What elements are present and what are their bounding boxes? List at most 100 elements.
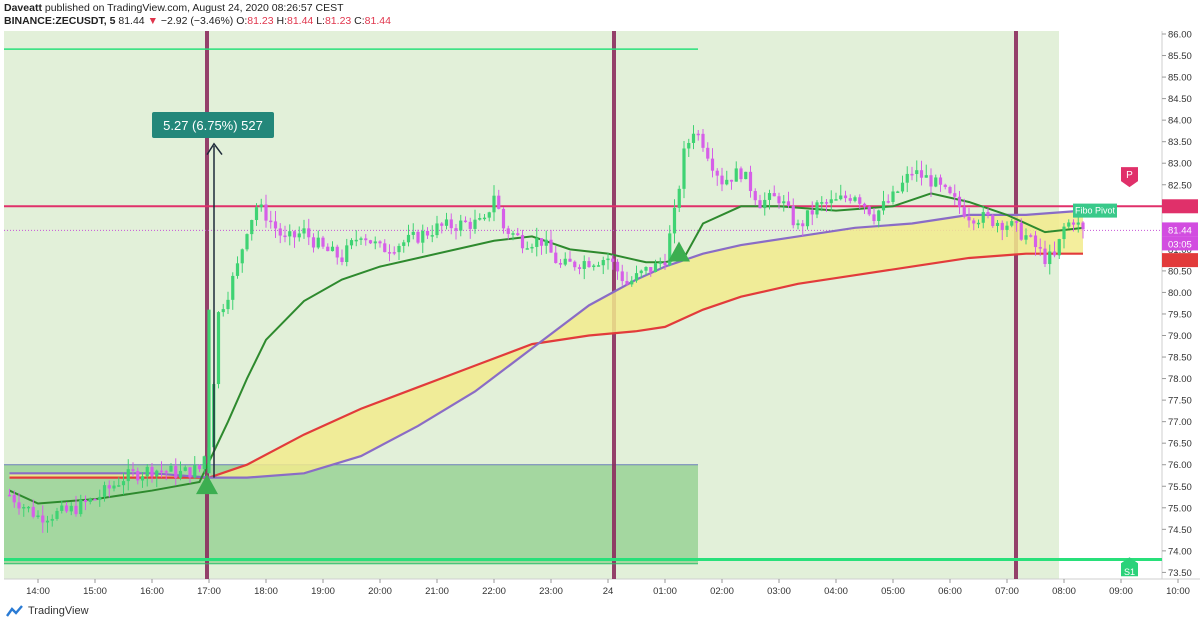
y-tick-label: 79.50 <box>1168 309 1192 320</box>
price-chart[interactable]: 5.27 (6.75%) 527 P Fibo Pivot S1 73.50 74.00 7… <box>0 28 1200 603</box>
candle <box>169 465 173 472</box>
candle <box>487 212 491 218</box>
candle <box>748 171 753 192</box>
candle <box>682 148 686 189</box>
candle <box>136 471 140 481</box>
x-tick-label: 01:00 <box>653 586 677 597</box>
candle <box>824 202 829 204</box>
candle <box>919 170 924 178</box>
position-box <box>4 464 698 564</box>
candle <box>311 237 316 248</box>
candle <box>796 223 800 226</box>
x-tick-label: 07:00 <box>995 586 1019 597</box>
candle <box>967 216 971 221</box>
y-tick-label: 78.50 <box>1168 353 1192 364</box>
candle <box>905 173 909 183</box>
last-price-tag-label: 81.44 <box>1168 225 1192 236</box>
candle <box>74 505 78 515</box>
candle <box>900 182 905 192</box>
y-tick-label: 84.00 <box>1168 116 1192 127</box>
ema-cloud <box>9 210 1083 478</box>
candle <box>582 261 586 269</box>
candle <box>938 177 943 185</box>
candle <box>805 210 810 227</box>
candle <box>1024 235 1028 240</box>
candle <box>416 231 420 243</box>
x-tick-label: 15:00 <box>83 586 107 597</box>
candle <box>644 267 648 271</box>
candle <box>55 510 59 519</box>
candle <box>606 258 610 261</box>
y-tick-label: 85.50 <box>1168 51 1192 62</box>
candle <box>307 228 311 238</box>
candle <box>848 198 852 201</box>
y-tick-label: 83.00 <box>1168 159 1192 170</box>
candle <box>568 258 572 262</box>
candle <box>473 219 477 229</box>
candle <box>326 246 330 252</box>
candle <box>354 239 358 242</box>
candle <box>1071 222 1076 225</box>
candle <box>810 210 814 215</box>
candle <box>634 273 639 281</box>
candle <box>639 270 643 274</box>
candle <box>872 214 876 222</box>
y-tick-label: 83.50 <box>1168 137 1192 148</box>
candle <box>278 228 282 236</box>
candle <box>145 466 149 477</box>
measure-arrowhead-icon <box>206 142 223 156</box>
y-tick-label: 80.00 <box>1168 288 1192 299</box>
candle <box>421 230 425 243</box>
buy-signal-icon <box>196 474 218 495</box>
author: Daveatt <box>4 2 42 14</box>
last-price: 81.44 <box>118 15 145 27</box>
candle <box>430 235 434 237</box>
candle <box>397 245 401 253</box>
candle <box>577 267 582 269</box>
candle <box>706 147 710 159</box>
candle <box>292 231 297 238</box>
candle <box>596 265 601 267</box>
candle <box>7 494 12 497</box>
candle <box>178 470 183 478</box>
candle <box>26 506 31 509</box>
candle <box>516 233 520 236</box>
candle <box>197 465 202 470</box>
candle <box>677 188 681 208</box>
candle <box>1029 235 1033 237</box>
candle <box>335 246 339 258</box>
x-tick-label: 20:00 <box>368 586 392 597</box>
candle <box>687 142 691 149</box>
pivot-price-tag <box>1162 199 1198 214</box>
x-tick-label: 24 <box>603 586 614 597</box>
candle <box>801 223 805 227</box>
candle <box>264 204 268 221</box>
candle <box>720 175 724 185</box>
candle <box>93 499 97 501</box>
candle <box>729 179 734 182</box>
candle <box>1057 239 1061 256</box>
candle <box>915 170 919 175</box>
candle <box>364 238 368 241</box>
candle <box>696 133 700 136</box>
candle <box>710 158 715 171</box>
candle <box>535 238 539 247</box>
candle <box>630 280 634 285</box>
o-value: 81.23 <box>247 15 274 27</box>
y-tick-label: 76.00 <box>1168 460 1192 471</box>
candle <box>273 221 278 229</box>
candle <box>64 505 69 512</box>
down-arrow-icon: ▼ <box>147 15 158 27</box>
x-tick-label: 03:00 <box>767 586 791 597</box>
candle <box>539 238 544 246</box>
ema-price-tag <box>1162 253 1198 268</box>
candle <box>1014 221 1019 223</box>
measure-label: 5.27 (6.75%) 527 <box>163 118 263 133</box>
candle <box>767 193 772 200</box>
candle <box>829 199 833 204</box>
candle <box>383 243 387 253</box>
candle <box>159 470 164 473</box>
x-tick-label: 02:00 <box>710 586 734 597</box>
candle <box>492 195 496 213</box>
candle <box>815 202 819 215</box>
